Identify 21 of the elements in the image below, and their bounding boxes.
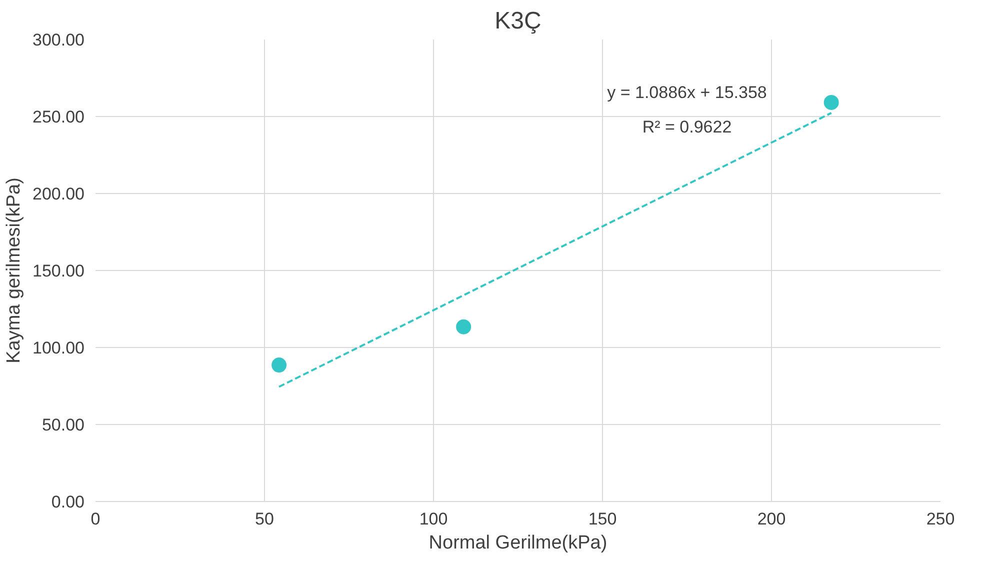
- x-tick-label: 150: [588, 510, 617, 528]
- point: [272, 358, 287, 373]
- x-tick-label: 50: [255, 510, 274, 528]
- chart-title: K3Ç: [494, 8, 542, 34]
- y-tick-label: 300.00: [32, 30, 85, 50]
- y-tick-label: 250.00: [32, 108, 85, 126]
- annotation: y = 1.0886x + 15.358: [607, 82, 767, 102]
- y-tick-label: 0.00: [51, 492, 85, 512]
- x-tick-label: 100: [419, 510, 448, 528]
- y-tick-label: 200.00: [32, 184, 85, 204]
- y-tick-label: 50.00: [42, 416, 85, 434]
- point: [456, 319, 472, 334]
- x-tick-label: 0: [90, 510, 100, 528]
- annotation: R² = 0.9622: [642, 118, 732, 137]
- y-tick-label: 100.00: [32, 338, 85, 358]
- x-tick-label: 250: [926, 510, 955, 528]
- x-axis-title: Normal Gerilme(kPa): [428, 532, 608, 554]
- x-tick-label: 200: [757, 510, 786, 528]
- point: [824, 95, 839, 110]
- y-axis-title: Kayma gerilmesi(kPa): [4, 178, 25, 364]
- y-tick-label: 150.00: [32, 262, 85, 280]
